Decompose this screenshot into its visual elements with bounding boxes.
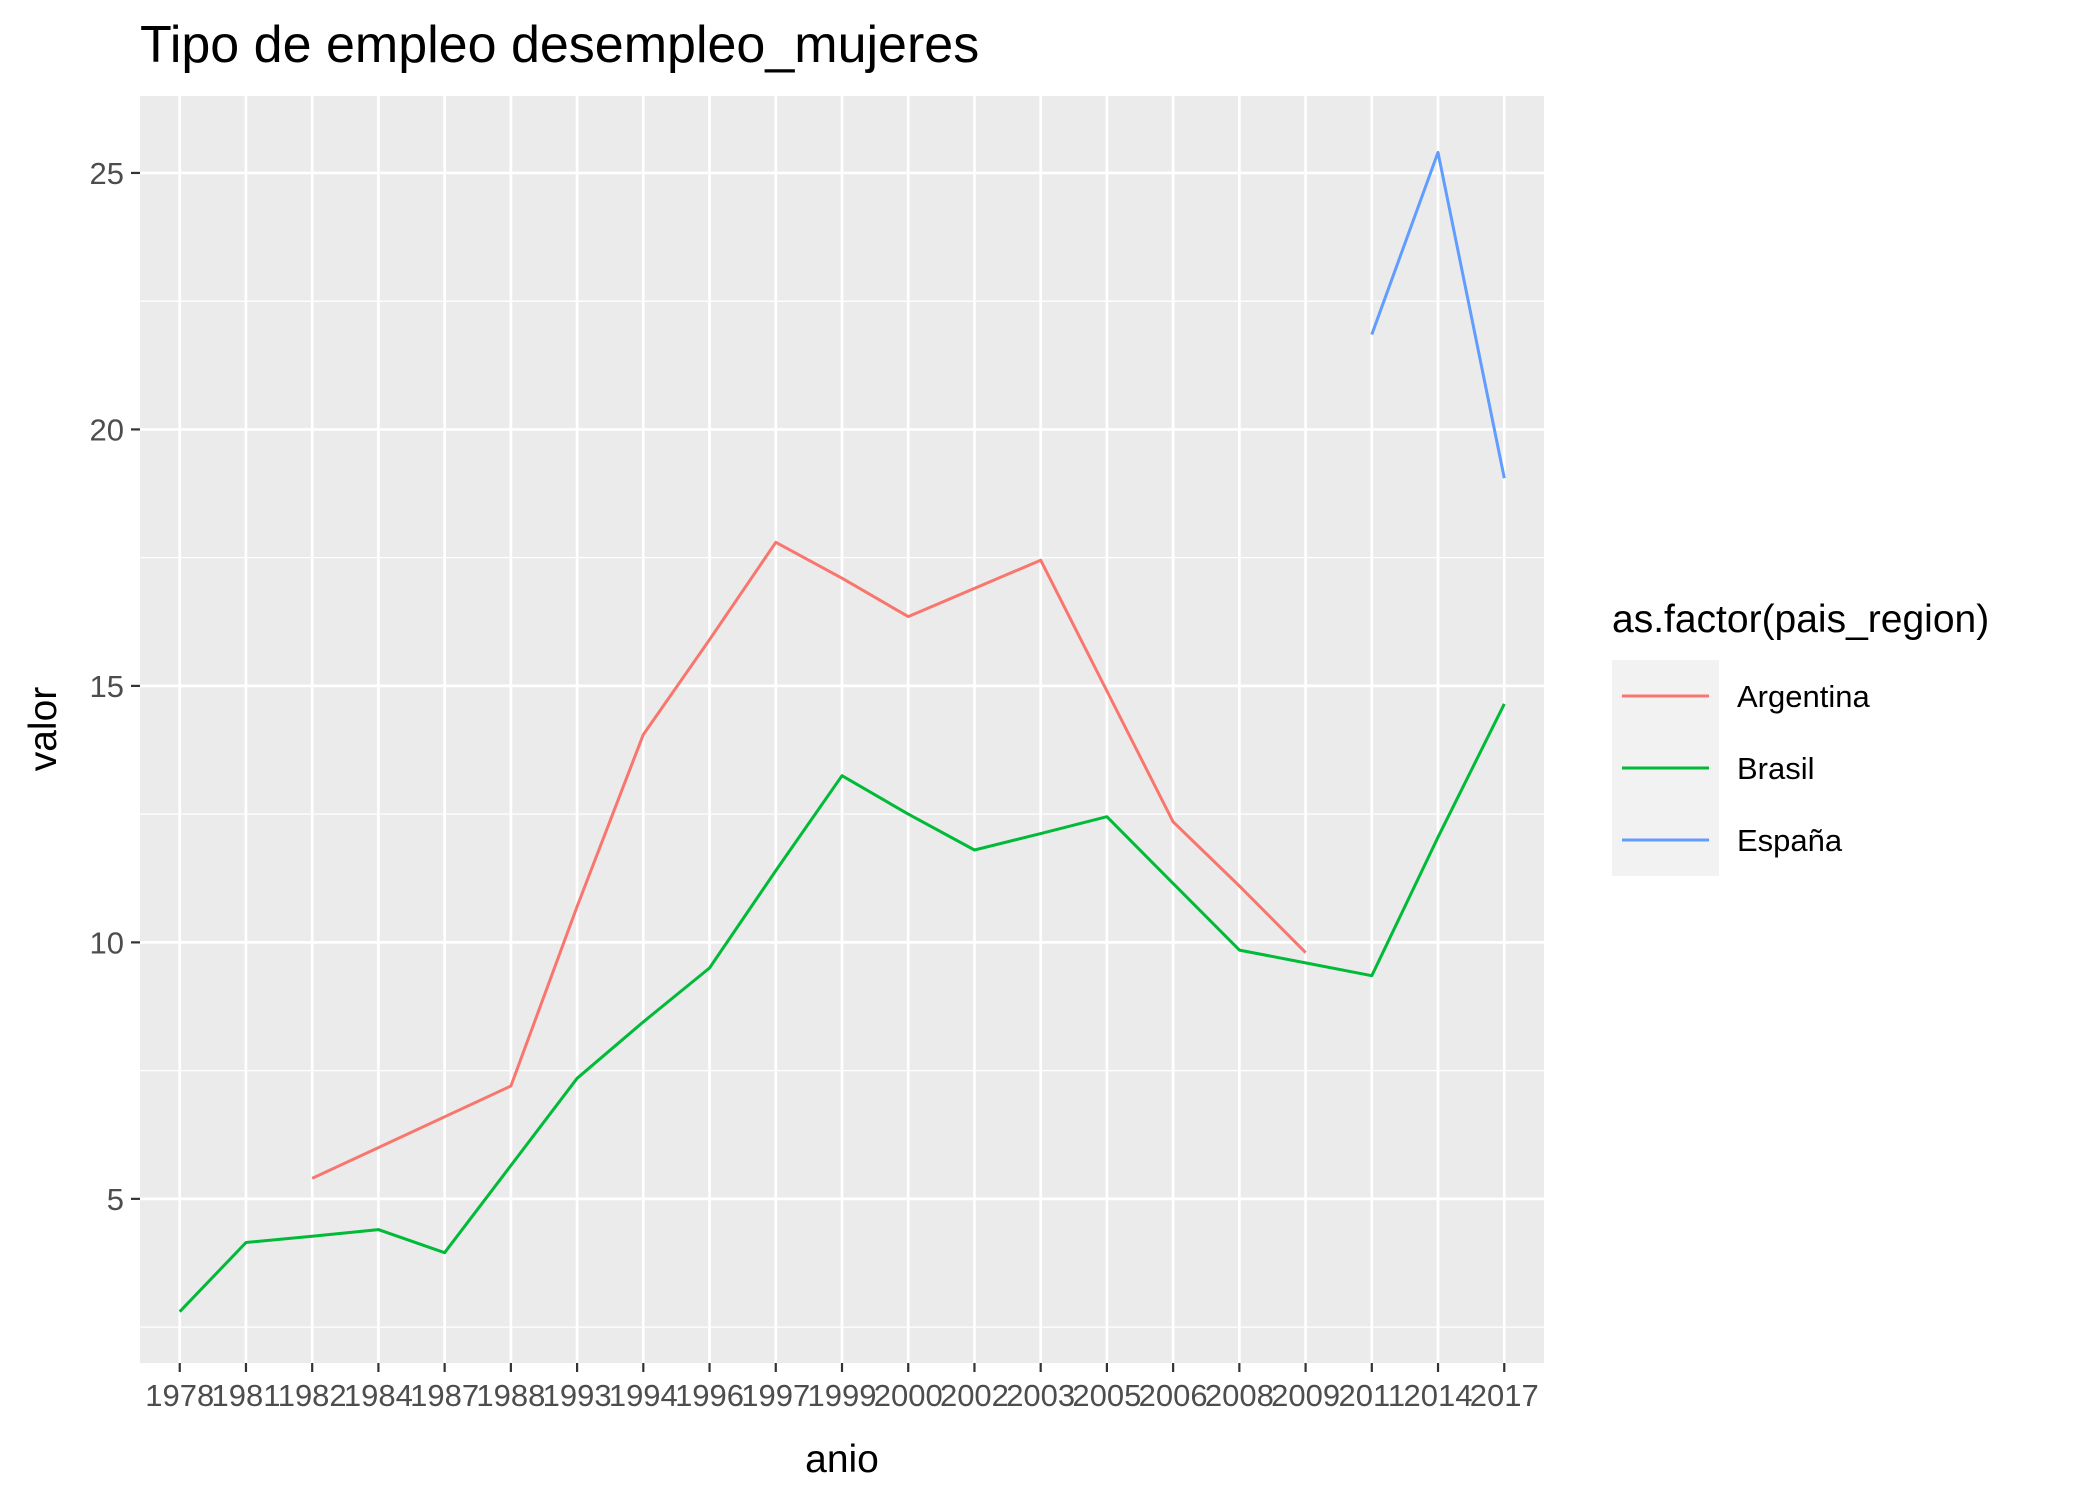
x-tick-label: 1987 xyxy=(410,1378,479,1413)
x-tick-label: 1997 xyxy=(741,1378,810,1413)
legend-label-españa: España xyxy=(1737,823,1843,858)
legend-label-argentina: Argentina xyxy=(1737,679,1870,714)
legend-title: as.factor(pais_region) xyxy=(1612,598,1989,641)
y-tick-label: 15 xyxy=(90,669,124,704)
y-axis: 5 10 15 20 25 xyxy=(90,156,140,1217)
x-tick-label: 2008 xyxy=(1205,1378,1274,1413)
x-tick-label: 2005 xyxy=(1072,1378,1141,1413)
y-tick-label: 5 xyxy=(107,1182,124,1217)
x-tick-label: 1993 xyxy=(543,1378,612,1413)
x-tick-label: 2017 xyxy=(1470,1378,1539,1413)
x-tick-label: 1984 xyxy=(344,1378,413,1413)
legend: as.factor(pais_region) Argentina Brasil Es… xyxy=(1612,598,1989,876)
x-tick-label: 2011 xyxy=(1338,1378,1405,1413)
x-tick-label: 2003 xyxy=(1006,1378,1075,1413)
x-tick-label: 2002 xyxy=(940,1378,1009,1413)
x-axis-title: anio xyxy=(805,1438,879,1481)
series-line-brasil xyxy=(178,703,1506,1313)
x-tick-label: 1999 xyxy=(808,1378,877,1413)
y-tick-label: 20 xyxy=(90,412,124,447)
x-axis: 1978198119821984198719881993199419961997… xyxy=(145,1363,1539,1413)
y-tick-label: 10 xyxy=(90,925,124,960)
x-tick-label: 1988 xyxy=(476,1378,545,1413)
x-tick-label: 1994 xyxy=(609,1378,678,1413)
major-gridlines xyxy=(140,96,1544,1363)
x-tick-label: 1978 xyxy=(145,1378,214,1413)
legend-label-brasil: Brasil xyxy=(1737,751,1815,786)
x-tick-label: 2009 xyxy=(1271,1378,1340,1413)
y-axis-title: valor xyxy=(22,687,65,772)
x-tick-label: 1981 xyxy=(211,1378,280,1413)
x-tick-label: 1982 xyxy=(278,1378,347,1413)
series-line-españa xyxy=(1370,150,1506,479)
chart-title: Tipo de empleo desempleo_mujeres xyxy=(140,16,979,74)
y-tick-label: 25 xyxy=(90,156,124,191)
x-tick-label: 2014 xyxy=(1404,1378,1473,1413)
series-line-argentina xyxy=(311,540,1307,1180)
series-lines xyxy=(178,150,1506,1313)
x-tick-label: 1996 xyxy=(675,1378,744,1413)
x-tick-label: 2006 xyxy=(1139,1378,1208,1413)
x-tick-label: 2000 xyxy=(874,1378,943,1413)
